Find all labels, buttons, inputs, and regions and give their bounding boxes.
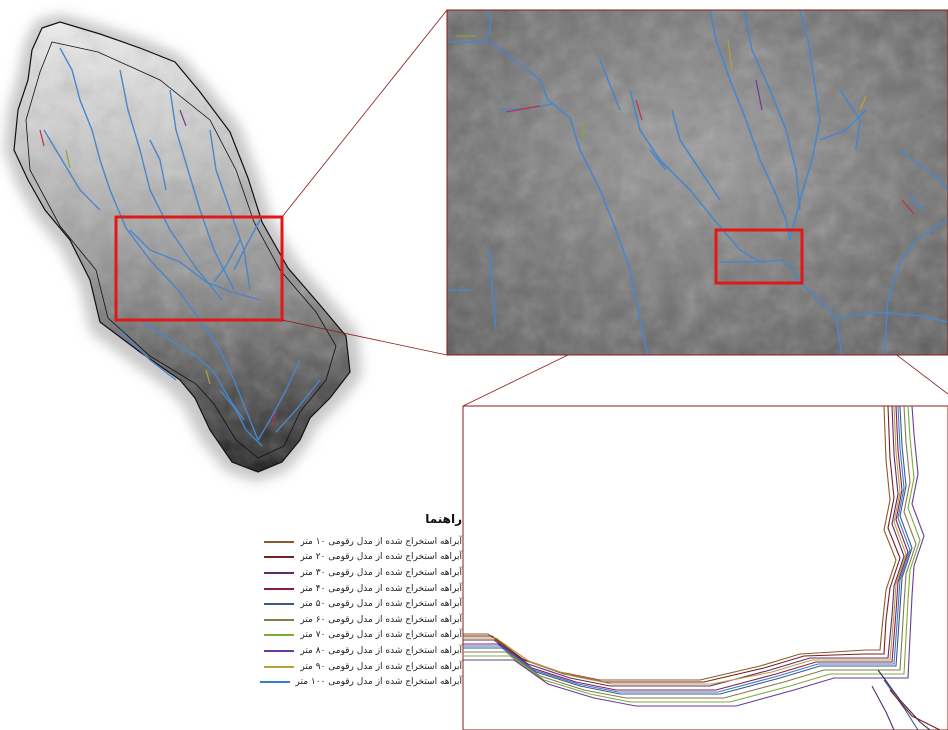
basin-boundary xyxy=(13,21,351,473)
legend-item-label: آبراهه استخراج شده از مدل رقومی ۶۰ متر xyxy=(300,614,462,625)
legend-swatch xyxy=(264,665,295,668)
legend-swatch xyxy=(264,649,295,652)
legend-item-label: آبراهه استخراج شده از مدل رقومی ۲۰ متر xyxy=(300,552,462,563)
legend-item: آبراهه استخراج شده از مدل رقومی ۶۰ متر xyxy=(222,612,462,628)
legend-title: راهنما xyxy=(425,512,462,526)
legend-item-label: آبراهه استخراج شده از مدل رقومی ۳۰ متر xyxy=(300,567,462,578)
legend-item-label: آبراهه استخراج شده از مدل رقومی ۴۰ متر xyxy=(300,583,462,594)
zoom-frame xyxy=(446,9,948,356)
legend-item: آبراهه استخراج شده از مدل رقومی ۷۰ متر xyxy=(222,628,462,644)
legend-item: آبراهه استخراج شده از مدل رقومی ۸۰ متر xyxy=(222,643,462,659)
zoom-streams xyxy=(447,10,948,355)
legend-item-label: آبراهه استخراج شده از مدل رقومی ۷۰ متر xyxy=(300,630,462,641)
legend-item: آبراهه استخراج شده از مدل رقومی ۱۰ متر xyxy=(222,534,462,550)
basin-highlight-box xyxy=(114,215,284,322)
legend-item-label: آبراهه استخراج شده از مدل رقومی ۹۰ متر xyxy=(300,661,462,672)
detail-streams xyxy=(463,405,941,730)
detail-frame xyxy=(462,405,948,730)
basin-map xyxy=(4,14,362,482)
legend-item-label: آبراهه استخراج شده از مدل رقومی ۵۰ متر xyxy=(300,599,462,610)
legend-item-label: آبراهه استخراج شده از مدل رقومی ۸۰ متر xyxy=(300,645,462,656)
zoom-map xyxy=(446,9,948,356)
legend-swatch xyxy=(264,618,295,621)
legend-item: آبراهه استخراج شده از مدل رقومی ۹۰ متر xyxy=(222,659,462,675)
detail-panel xyxy=(462,405,948,730)
legend-item: آبراهه استخراج شده از مدل رقومی ۴۰ متر xyxy=(222,581,462,597)
legend-swatch xyxy=(264,556,295,559)
basin-streams xyxy=(43,47,321,447)
legend-swatch xyxy=(259,681,290,684)
legend: راهنما آبراهه استخراج شده از مدل رقومی ۱… xyxy=(222,512,462,690)
legend-swatch xyxy=(264,634,295,637)
legend-swatch xyxy=(264,603,295,606)
legend-swatch xyxy=(264,571,295,574)
legend-item-label: آبراهه استخراج شده از مدل رقومی ۱۰ متر xyxy=(300,536,462,547)
legend-swatch xyxy=(264,540,295,543)
legend-item: آبراهه استخراج شده از مدل رقومی ۵۰ متر xyxy=(222,596,462,612)
legend-item: آبراهه استخراج شده از مدل رقومی ۲۰ متر xyxy=(222,550,462,566)
legend-item: آبراهه استخراج شده از مدل رقومی ۳۰ متر xyxy=(222,565,462,581)
legend-swatch xyxy=(264,587,295,590)
legend-item-label: آبراهه استخراج شده از مدل رقومی ۱۰۰ متر xyxy=(295,677,462,688)
legend-item: آبراهه استخراج شده از مدل رقومی ۱۰۰ متر xyxy=(222,674,462,690)
zoom-highlight-box xyxy=(714,228,804,285)
